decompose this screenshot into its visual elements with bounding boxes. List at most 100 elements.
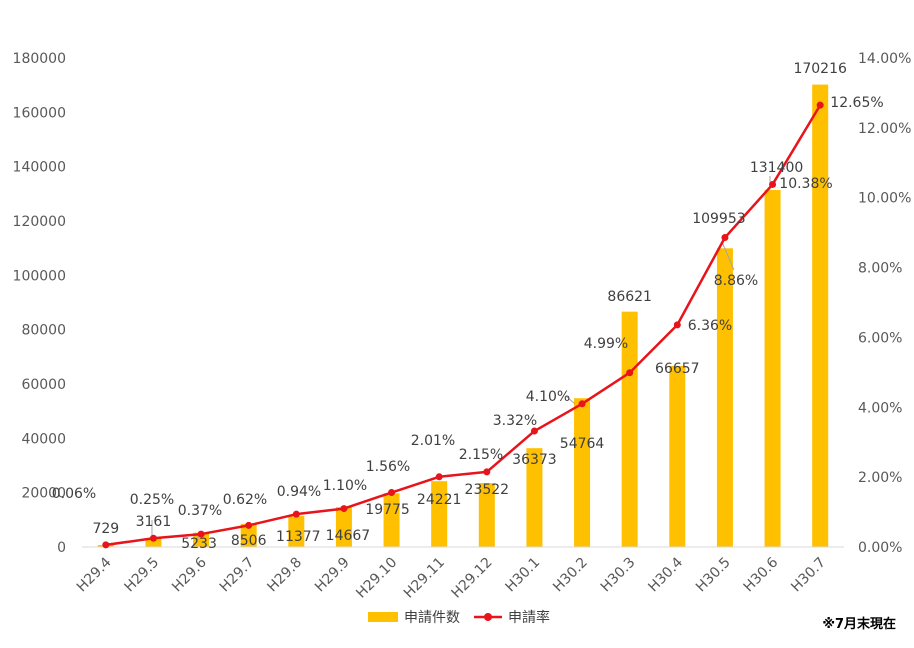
y-right-tick-label: 0.00% [858, 540, 902, 556]
bar [574, 398, 591, 547]
y-right-tick-label: 10.00% [858, 191, 911, 207]
x-tick-label: H30.4 [645, 554, 686, 595]
bar-value-label: 86621 [607, 289, 652, 305]
line-value-label: 10.38% [779, 176, 832, 192]
bar [145, 538, 162, 547]
y-left-tick-label: 180000 [13, 51, 66, 67]
leader-line [721, 241, 735, 271]
y-right-axis: 0.00% 2.00% 4.00% 6.00% 8.00% 10.00% 12.00% 14.… [858, 51, 911, 556]
bar-value-label: 3161 [136, 514, 172, 530]
y-left-tick-label: 0 [57, 540, 66, 556]
x-tick-label: H29.6 [169, 554, 210, 595]
x-axis: H29.4 H29.5 H29.6 H29.7 H29.8 H29.9 H29.10 H29.… [74, 554, 829, 601]
y-left-tick-label: 160000 [13, 105, 66, 121]
y-left-axis: 0 20000 40000 60000 80000 100000 120000 140000 1… [13, 51, 66, 556]
line-point [292, 510, 300, 518]
y-right-tick-label: 6.00% [858, 330, 902, 346]
line-value-label: 0.62% [223, 492, 267, 508]
footnote: ※7月末現在 [822, 616, 896, 632]
line-point [530, 427, 538, 435]
bar [669, 365, 686, 547]
y-right-tick-label: 12.00% [858, 121, 911, 137]
legend-bar-label: 申請件数 [404, 610, 460, 626]
x-tick-label: H30.7 [788, 555, 829, 596]
legend: 申請件数 申請率 [368, 609, 550, 626]
bar [193, 532, 210, 547]
bar-value-label: 66657 [655, 361, 700, 377]
line-point [769, 180, 777, 188]
line-point [578, 400, 586, 408]
line-data-labels: 0.06% 0.25%0.37%0.62% 0.94% 1.10% 1.56%2.01%… [52, 95, 884, 519]
line-value-label: 1.10% [323, 478, 367, 494]
bar-value-label: 8506 [231, 533, 267, 549]
x-tick-label: H30.2 [550, 555, 591, 596]
x-tick-label: H29.11 [401, 555, 448, 602]
line-value-label: 0.37% [178, 503, 222, 519]
y-right-tick-label: 14.00% [858, 51, 911, 67]
bar-series [97, 84, 829, 547]
line-value-label: 6.36% [688, 318, 732, 334]
y-left-tick-label: 40000 [21, 431, 66, 447]
leader-line [565, 395, 576, 405]
x-tick-label: H30.6 [741, 554, 782, 595]
y-left-tick-label: 100000 [13, 268, 66, 284]
line-point [721, 234, 729, 242]
y-left-tick-label: 20000 [21, 486, 66, 502]
line-value-label: 4.10% [526, 389, 570, 405]
legend-line-marker [484, 613, 492, 621]
x-tick-label: H29.4 [74, 554, 115, 595]
x-tick-label: H30.3 [598, 555, 639, 596]
x-tick-label: H29.8 [264, 555, 305, 596]
bar-value-label: 11377 [276, 529, 321, 545]
y-left-tick-label: 120000 [13, 214, 66, 230]
x-tick-label: H29.10 [353, 555, 400, 602]
bar [240, 523, 257, 547]
line-point [816, 101, 824, 109]
line-value-label: 0.94% [277, 484, 321, 500]
line-value-label: 0.25% [130, 492, 174, 508]
bar [764, 190, 781, 547]
line-value-label: 12.65% [830, 95, 883, 111]
y-left-tick-label: 60000 [21, 377, 66, 393]
line-point [435, 473, 443, 481]
x-tick-label: H29.5 [121, 555, 162, 596]
bar [335, 507, 352, 547]
bar [478, 483, 495, 547]
legend-bar-swatch [368, 612, 398, 622]
bar-value-label: 23522 [465, 482, 510, 498]
bar [288, 516, 305, 547]
bar [526, 448, 543, 547]
y-right-tick-label: 2.00% [858, 470, 902, 486]
bar-data-labels: 729 3161 5233 8506 11377 14667 19775 2422123522… [92, 61, 847, 552]
bar [716, 248, 733, 547]
line-series [102, 101, 824, 549]
line-point [245, 521, 253, 529]
bar [621, 311, 638, 547]
bar-value-label: 54764 [560, 436, 605, 452]
line-point [197, 530, 205, 538]
bar-value-label: 729 [92, 521, 119, 537]
line-point [626, 369, 634, 377]
bar-value-label: 14667 [326, 528, 371, 544]
bar-value-label: 109953 [692, 211, 745, 227]
x-tick-label: H29.12 [449, 555, 496, 602]
line-value-label: 3.32% [493, 413, 537, 429]
y-left-tick-label: 80000 [21, 323, 66, 339]
line-point [483, 468, 491, 476]
bar-value-label: 131400 [750, 160, 803, 176]
bar-value-label: 36373 [512, 452, 557, 468]
bar [431, 481, 448, 547]
line-value-label: 8.86% [714, 273, 758, 289]
rate-line [105, 104, 822, 547]
x-tick-label: H30.5 [693, 555, 734, 596]
bar [383, 493, 400, 547]
y-left-tick-label: 140000 [13, 160, 66, 176]
line-point [340, 505, 348, 513]
y-right-tick-label: 8.00% [858, 261, 902, 277]
line-value-label: 0.06% [52, 486, 96, 502]
line-point [388, 489, 396, 497]
line-point [102, 541, 110, 549]
line-value-label: 1.56% [366, 459, 410, 475]
legend-line-label: 申請率 [508, 609, 550, 626]
